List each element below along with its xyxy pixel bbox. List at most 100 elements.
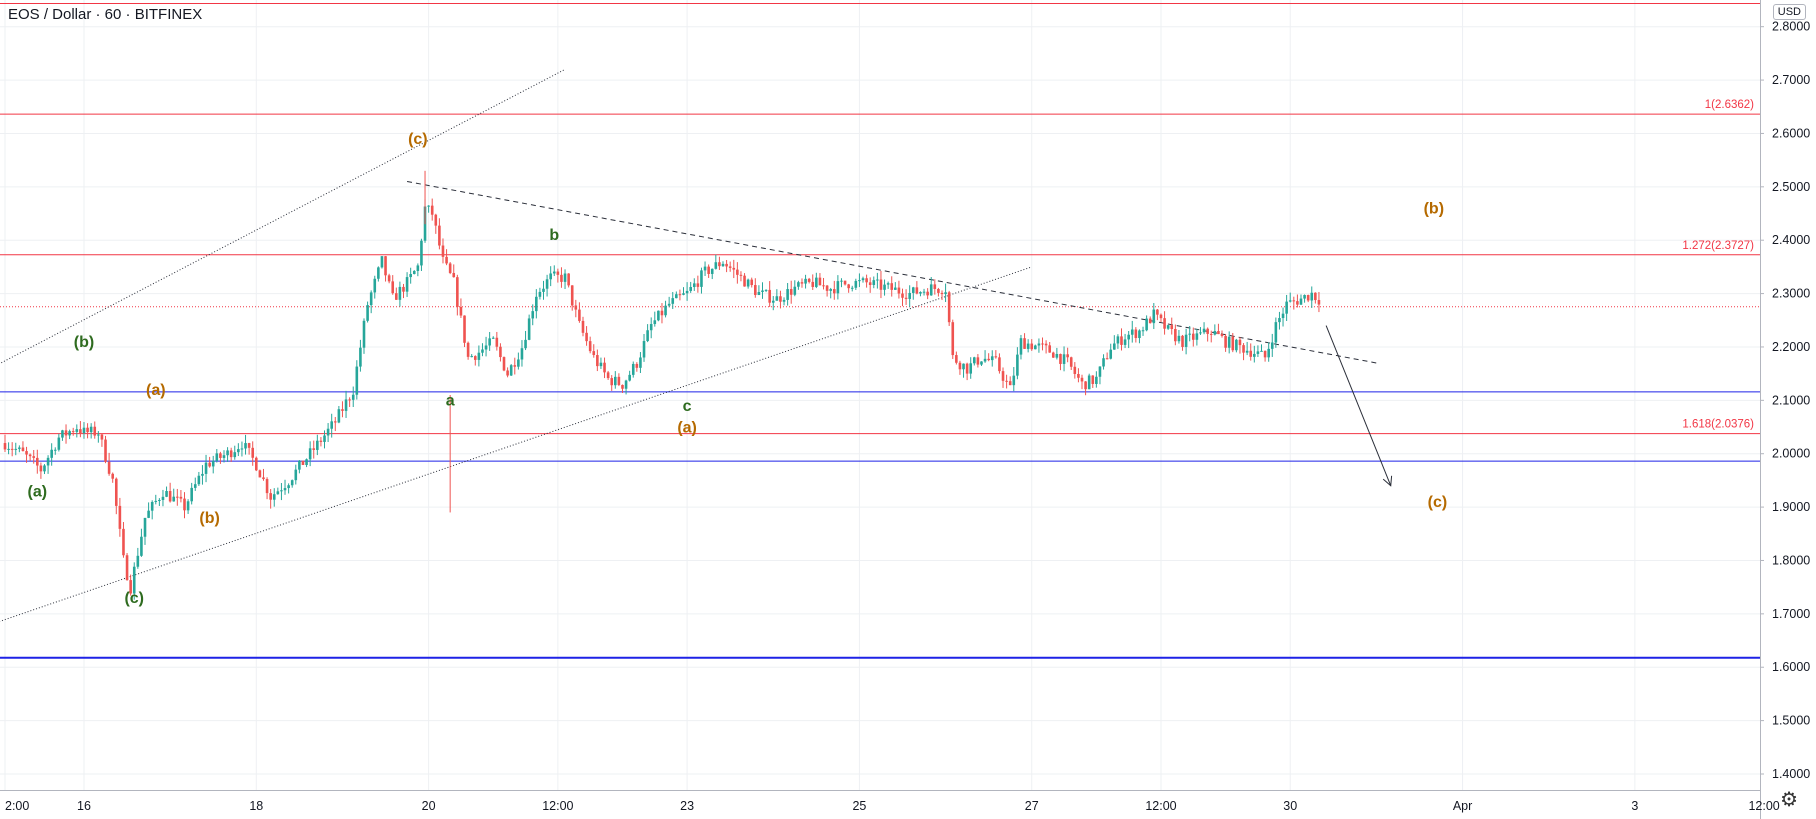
currency-badge[interactable]: USD <box>1772 4 1806 20</box>
candle-body <box>7 448 10 450</box>
candle-body <box>197 475 201 485</box>
solid-trendline[interactable] <box>1325 325 1392 486</box>
candle-body <box>926 291 929 296</box>
candle-body <box>915 287 919 294</box>
candle-body <box>1001 371 1005 381</box>
candle-body <box>700 270 703 287</box>
candle-body <box>312 448 316 450</box>
price-tick-label: 2.5000 <box>1772 180 1810 194</box>
candle-body <box>531 311 535 319</box>
candle-body <box>1181 335 1184 347</box>
candle-body <box>1267 348 1270 358</box>
candle-body <box>983 358 987 362</box>
settings-gear-icon[interactable]: ⚙ <box>1780 787 1798 811</box>
candle-body <box>395 293 398 300</box>
candle-body <box>1174 329 1177 342</box>
candle-body <box>53 449 57 451</box>
candle-body <box>1191 333 1195 340</box>
candle-body <box>678 294 682 296</box>
candle-body <box>179 496 183 499</box>
candle-body <box>1138 330 1141 339</box>
candle-body <box>488 338 491 346</box>
candle-body <box>1188 333 1191 335</box>
candle-body <box>1260 350 1263 352</box>
wave-label: (c) <box>124 590 144 607</box>
candle-body <box>649 324 653 331</box>
candle-body <box>811 281 815 287</box>
candle-body <box>36 457 39 466</box>
price-axis-panel <box>1760 0 1816 819</box>
candle-body <box>377 267 380 279</box>
candle-body <box>829 289 832 291</box>
price-tick-label: 1.7000 <box>1772 607 1810 621</box>
candle-body <box>962 363 965 370</box>
candle-body <box>481 349 484 353</box>
candle-body <box>854 280 858 288</box>
candle-body <box>1249 350 1253 357</box>
candle-body <box>369 292 373 306</box>
candle-body <box>272 494 276 500</box>
candle-body <box>987 358 990 361</box>
candle-body <box>255 457 258 471</box>
candle-body <box>64 430 68 436</box>
time-tick-label: 12:00 <box>1748 799 1779 813</box>
candle-body <box>355 366 359 395</box>
candle-body <box>104 439 107 462</box>
candle-body <box>233 452 237 458</box>
candle-body <box>868 282 872 285</box>
candle-body <box>1148 318 1152 324</box>
candle-body <box>21 447 25 452</box>
candle-body <box>409 274 412 278</box>
fib-level-label: 1.272(2.3727) <box>1682 240 1754 252</box>
time-tick-label: 25 <box>852 799 866 813</box>
candle-body <box>438 225 441 246</box>
candle-body <box>933 284 937 289</box>
candle-body <box>1217 331 1220 335</box>
candle-body <box>226 450 229 456</box>
candle-body <box>319 440 323 442</box>
horizontal-levels[interactable]: 1(2.6362)1.272(2.3727)1.618(2.0376)0.786… <box>0 0 1814 667</box>
candle-body <box>879 279 883 290</box>
dotted-trendline[interactable] <box>0 266 1032 625</box>
candle-body <box>97 434 100 436</box>
candle-body <box>804 278 807 284</box>
candle-body <box>581 320 585 333</box>
candle-body <box>1041 343 1044 345</box>
dashed-trendline[interactable] <box>406 180 1377 364</box>
candle-body <box>1314 292 1317 301</box>
candle-body <box>71 431 75 433</box>
candle-body <box>391 281 395 294</box>
candle-body <box>937 288 940 293</box>
candle-body <box>832 289 836 294</box>
fib-level-label: 1.618(2.0376) <box>1682 419 1754 431</box>
candle-body <box>847 284 850 289</box>
price-tick-label: 1.8000 <box>1772 553 1810 567</box>
candle-body <box>100 434 104 440</box>
candle-body <box>373 278 377 293</box>
candle-body <box>337 409 341 423</box>
candle-body <box>499 346 502 358</box>
candle-body <box>1206 328 1209 334</box>
candle-body <box>416 265 420 271</box>
candle-body <box>890 283 894 290</box>
candle-body <box>165 491 168 497</box>
candle-body <box>1069 357 1073 367</box>
candle-body <box>994 356 998 358</box>
candle-body <box>614 376 617 386</box>
candle-body <box>754 285 757 295</box>
candle-body <box>718 262 721 267</box>
candle-body <box>1095 376 1098 384</box>
candle-body <box>1278 318 1281 323</box>
candle-body <box>506 370 509 376</box>
price-axis[interactable]: 1.4000 1.5000 1.6000 1.7000 1.8000 1.9000 2.00… <box>1760 0 1816 819</box>
candle-body <box>998 357 1001 372</box>
price-tick-label: 2.3000 <box>1772 287 1810 301</box>
time-tick-label: 12:00 <box>542 799 573 813</box>
candle-body <box>384 256 387 276</box>
candle-body <box>405 277 409 292</box>
candle-body <box>976 357 980 365</box>
candle-body <box>861 278 865 281</box>
candle-body <box>1245 350 1249 353</box>
